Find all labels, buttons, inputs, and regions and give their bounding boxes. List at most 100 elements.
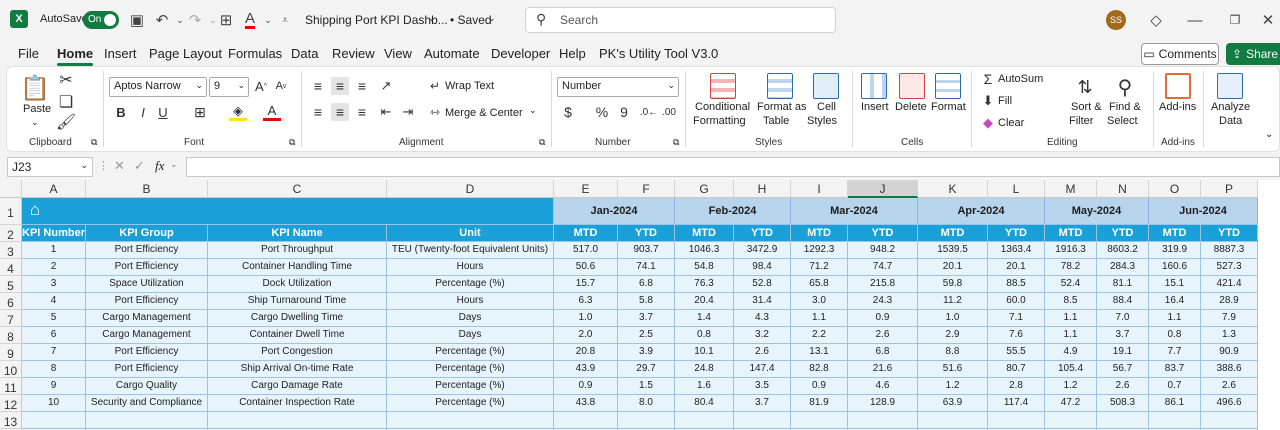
- table-cell[interactable]: 63.9: [918, 395, 988, 412]
- table-cell[interactable]: 4: [22, 293, 86, 310]
- table-cell[interactable]: Days: [387, 310, 554, 327]
- table-cell[interactable]: 20.4: [675, 293, 734, 310]
- align-center-icon[interactable]: ≡: [331, 103, 349, 121]
- increase-indent-icon[interactable]: ⇥: [402, 104, 414, 119]
- table-cell[interactable]: Cargo Quality: [86, 378, 208, 395]
- column-header-G[interactable]: G: [675, 180, 734, 198]
- table-cell[interactable]: 3.7: [1097, 327, 1149, 344]
- insert-cells-label[interactable]: Insert: [861, 101, 889, 113]
- table-cell[interactable]: 15.7: [554, 276, 618, 293]
- column-header-D[interactable]: D: [387, 180, 554, 198]
- column-header-A[interactable]: A: [22, 180, 86, 198]
- table-cell[interactable]: 8.0: [618, 395, 675, 412]
- table-cell[interactable]: Port Efficiency: [86, 259, 208, 276]
- table-cell[interactable]: 421.4: [1201, 276, 1258, 293]
- tab-view[interactable]: View: [384, 46, 412, 61]
- font-launcher-icon[interactable]: ⧉: [289, 137, 296, 147]
- row-header-11[interactable]: 11: [0, 378, 22, 395]
- increase-font-icon[interactable]: A ^: [255, 78, 267, 94]
- table-cell[interactable]: 3.7: [618, 310, 675, 327]
- chevron-down-icon[interactable]: ⌄: [170, 159, 178, 169]
- table-cell[interactable]: 24.3: [848, 293, 918, 310]
- row-header-5[interactable]: 5: [0, 276, 22, 293]
- table-cell[interactable]: 2: [22, 259, 86, 276]
- column-header-K[interactable]: K: [918, 180, 988, 198]
- cut-icon[interactable]: ✂: [59, 72, 73, 89]
- bold-icon[interactable]: B: [116, 104, 126, 120]
- table-cell[interactable]: Container Dwell Time: [208, 327, 387, 344]
- close-icon[interactable]: ✕: [1261, 12, 1275, 29]
- table-cell[interactable]: 1.5: [618, 378, 675, 395]
- format-as-table-label-2[interactable]: Table: [763, 115, 790, 127]
- clear-icon[interactable]: ◆: [983, 115, 993, 130]
- table-cell[interactable]: 74.7: [848, 259, 918, 276]
- column-header-M[interactable]: M: [1045, 180, 1097, 198]
- dashboard-banner[interactable]: [22, 198, 554, 225]
- delete-cells-icon[interactable]: [899, 73, 925, 99]
- table-cell[interactable]: 117.4: [988, 395, 1045, 412]
- table-cell[interactable]: 8887.3: [1201, 242, 1258, 259]
- table-cell[interactable]: 24.8: [675, 361, 734, 378]
- fill-color-icon[interactable]: ◈: [229, 103, 247, 121]
- table-cell[interactable]: 98.4: [734, 259, 791, 276]
- wrap-text-icon[interactable]: ↵: [429, 79, 441, 93]
- tab-help[interactable]: Help: [559, 46, 586, 61]
- sort-filter-icon[interactable]: ⇅: [1077, 76, 1093, 97]
- table-cell[interactable]: 88.4: [1097, 293, 1149, 310]
- table-cell[interactable]: 56.7: [1097, 361, 1149, 378]
- table-cell[interactable]: 2.6: [1201, 378, 1258, 395]
- document-title[interactable]: Shipping Port KPI Dashb...: [305, 13, 448, 27]
- empty-cell[interactable]: [1097, 412, 1149, 429]
- table-cell[interactable]: 10: [22, 395, 86, 412]
- empty-cell[interactable]: [734, 412, 791, 429]
- table-cell[interactable]: 948.2: [848, 242, 918, 259]
- column-header-B[interactable]: B: [86, 180, 208, 198]
- merge-center-icon[interactable]: ⇿: [429, 105, 441, 119]
- font-family-select[interactable]: Aptos Narrow ⌄: [109, 77, 207, 97]
- align-bottom-icon[interactable]: ≡: [357, 78, 367, 94]
- analyze-data-label-2[interactable]: Data: [1219, 115, 1243, 127]
- table-cell[interactable]: 1292.3: [791, 242, 848, 259]
- add-ins-button[interactable]: Add-ins: [1159, 101, 1197, 113]
- format-cells-icon[interactable]: [935, 73, 961, 99]
- table-cell[interactable]: 3.7: [734, 395, 791, 412]
- row-header-3[interactable]: 3: [0, 242, 22, 259]
- table-header-cell[interactable]: Unit: [387, 225, 554, 242]
- table-cell[interactable]: 0.9: [791, 378, 848, 395]
- table-header-cell[interactable]: KPI Group: [86, 225, 208, 242]
- ribbon-collapse-icon[interactable]: ⌄: [1265, 129, 1274, 140]
- table-cell[interactable]: Cargo Dwelling Time: [208, 310, 387, 327]
- table-cell[interactable]: 517.0: [554, 242, 618, 259]
- table-cell[interactable]: 4.3: [734, 310, 791, 327]
- table-cell[interactable]: 6: [22, 327, 86, 344]
- column-header-N[interactable]: N: [1097, 180, 1149, 198]
- table-cell[interactable]: 9: [22, 378, 86, 395]
- table-cell[interactable]: 1916.3: [1045, 242, 1097, 259]
- table-cell[interactable]: 71.2: [791, 259, 848, 276]
- save-icon[interactable]: ▣: [129, 12, 145, 29]
- tab-page-layout[interactable]: Page Layout: [149, 46, 223, 61]
- table-cell[interactable]: 0.8: [1149, 327, 1201, 344]
- currency-icon[interactable]: $: [564, 104, 572, 120]
- table-cell[interactable]: 28.9: [1201, 293, 1258, 310]
- italic-icon[interactable]: I: [141, 104, 145, 120]
- cell-styles-label-2[interactable]: Styles: [807, 115, 837, 127]
- table-cell[interactable]: 903.7: [618, 242, 675, 259]
- mtd-header[interactable]: MTD: [1149, 225, 1201, 242]
- table-cell[interactable]: 8.8: [918, 344, 988, 361]
- font-color-icon[interactable]: A: [244, 9, 255, 29]
- insert-cells-icon[interactable]: [861, 73, 887, 99]
- table-cell[interactable]: 3.9: [618, 344, 675, 361]
- table-cell[interactable]: 65.8: [791, 276, 848, 293]
- table-cell[interactable]: 1.3: [1201, 327, 1258, 344]
- table-cell[interactable]: 1.0: [554, 310, 618, 327]
- table-cell[interactable]: 7.0: [1097, 310, 1149, 327]
- column-header-P[interactable]: P: [1201, 180, 1258, 198]
- column-header-E[interactable]: E: [554, 180, 618, 198]
- analyze-data-label-1[interactable]: Analyze: [1211, 101, 1251, 113]
- comments-button[interactable]: ▭ Comments: [1141, 43, 1219, 65]
- table-cell[interactable]: 5: [22, 310, 86, 327]
- sort-filter-label-1[interactable]: Sort &: [1071, 101, 1102, 113]
- table-cell[interactable]: 59.8: [918, 276, 988, 293]
- table-cell[interactable]: 86.1: [1149, 395, 1201, 412]
